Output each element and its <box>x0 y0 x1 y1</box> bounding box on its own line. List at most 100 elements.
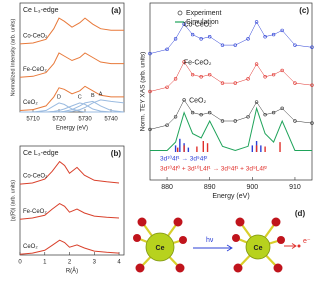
x-tick-label: 5720 <box>52 117 66 123</box>
ce-atom <box>145 232 175 262</box>
x-tick-label: 910 <box>289 184 301 191</box>
data-point <box>220 119 225 123</box>
data-point <box>220 81 225 85</box>
data-point <box>173 37 178 41</box>
series-line <box>19 203 120 220</box>
data-point <box>173 115 178 119</box>
data-point <box>263 112 267 117</box>
data-point <box>199 112 203 117</box>
oxygen-right <box>232 217 285 273</box>
data-point <box>310 121 314 125</box>
data-point <box>293 43 297 47</box>
atom-label: Ce <box>254 245 263 252</box>
data-point <box>190 110 195 115</box>
electron-arrow <box>284 243 297 249</box>
panel-label: (a) <box>111 6 121 15</box>
data-point <box>280 106 284 111</box>
x-tick-label: 5740 <box>104 117 118 123</box>
panel-label: (d) <box>295 209 306 218</box>
x-tick-label: 900 <box>246 184 258 191</box>
series-line <box>19 239 120 255</box>
oxygen-left <box>133 217 187 273</box>
data-point <box>246 37 250 41</box>
series-label: Fe-CeO₂ <box>184 59 212 66</box>
x-axis-label: R(Å) <box>66 268 78 275</box>
atom-label: Ce <box>156 245 165 252</box>
ce-atom <box>245 234 271 260</box>
legend-label: Simulation <box>186 19 219 26</box>
data-point <box>271 32 276 37</box>
series-label: CeO₂ <box>23 100 38 106</box>
data-point <box>148 51 152 56</box>
data-point <box>182 22 186 26</box>
x-tick-label: 0 <box>18 260 22 266</box>
x-axis-label: Energy (eV) <box>212 193 249 200</box>
series-label: Co-CeO₂ <box>23 33 48 39</box>
transition-label: 3d¹⁰4f¹ → 3d⁹4f² <box>160 155 208 163</box>
electron <box>297 244 301 248</box>
plot-frame <box>19 145 125 256</box>
data-point <box>246 77 250 81</box>
x-tick-label: 890 <box>204 184 216 191</box>
data-point <box>220 43 225 47</box>
series-line <box>149 99 313 130</box>
data-point <box>182 98 186 102</box>
series-label: CeO₂ <box>189 97 206 104</box>
series-label: Co-CeO₂ <box>183 22 212 29</box>
series-line <box>20 99 125 113</box>
data-point <box>190 72 195 77</box>
data-point <box>263 35 267 39</box>
series-line <box>19 85 124 111</box>
y-axis-label: Normalized Intensity (arb. units) <box>10 19 16 97</box>
series-line <box>20 102 124 113</box>
y-axis-label: |χ(R)| (arb. units) <box>10 180 16 221</box>
data-point <box>254 100 259 104</box>
x-tick-label: 5710 <box>26 117 40 123</box>
data-point <box>293 119 297 123</box>
transition-label: 3d¹⁰4f⁰ + 3d¹⁰L4f¹ → 3d⁹4f¹ + 3d⁹L4f² <box>160 165 268 173</box>
panel-title: Ce L₃-edge <box>23 150 59 157</box>
series-line <box>19 52 124 78</box>
data-point <box>165 85 169 89</box>
component-label: B <box>91 93 95 99</box>
data-point <box>293 81 297 85</box>
plot-frame <box>19 2 125 113</box>
series-label: Fe-CeO₂ <box>23 209 47 215</box>
electron-label: e⁻ <box>303 238 311 245</box>
data-point <box>254 62 259 66</box>
legend-label: Experiment <box>186 10 221 17</box>
data-point <box>280 28 284 33</box>
data-point <box>271 72 276 77</box>
data-point <box>173 77 178 81</box>
data-point <box>233 119 237 123</box>
data-point <box>148 127 152 132</box>
data-point <box>207 110 212 115</box>
component-label: C <box>78 94 82 100</box>
panel-label: (c) <box>299 6 309 15</box>
data-point <box>310 83 314 87</box>
x-tick-label: 4 <box>117 260 121 266</box>
data-point <box>254 20 259 24</box>
data-point <box>199 75 203 79</box>
data-point <box>310 45 314 49</box>
series-line <box>149 21 313 54</box>
series-label: Co-CeO₂ <box>23 174 48 180</box>
data-point <box>182 60 186 64</box>
data-point <box>271 110 276 115</box>
x-tick-label: 880 <box>161 184 173 191</box>
data-point <box>148 89 152 94</box>
panel-title: Ce L₃-edge <box>23 7 59 14</box>
plot-frame <box>149 2 313 181</box>
data-point <box>280 68 284 73</box>
data-point <box>233 43 237 47</box>
series-line <box>19 17 124 45</box>
data-point <box>246 115 250 119</box>
component-label: D <box>57 94 61 100</box>
component-label: A <box>99 91 103 97</box>
data-point <box>199 37 203 41</box>
data-point <box>165 123 169 127</box>
data-point <box>190 32 195 37</box>
x-tick-label: 3 <box>93 260 97 266</box>
x-tick-label: 2 <box>68 260 72 266</box>
